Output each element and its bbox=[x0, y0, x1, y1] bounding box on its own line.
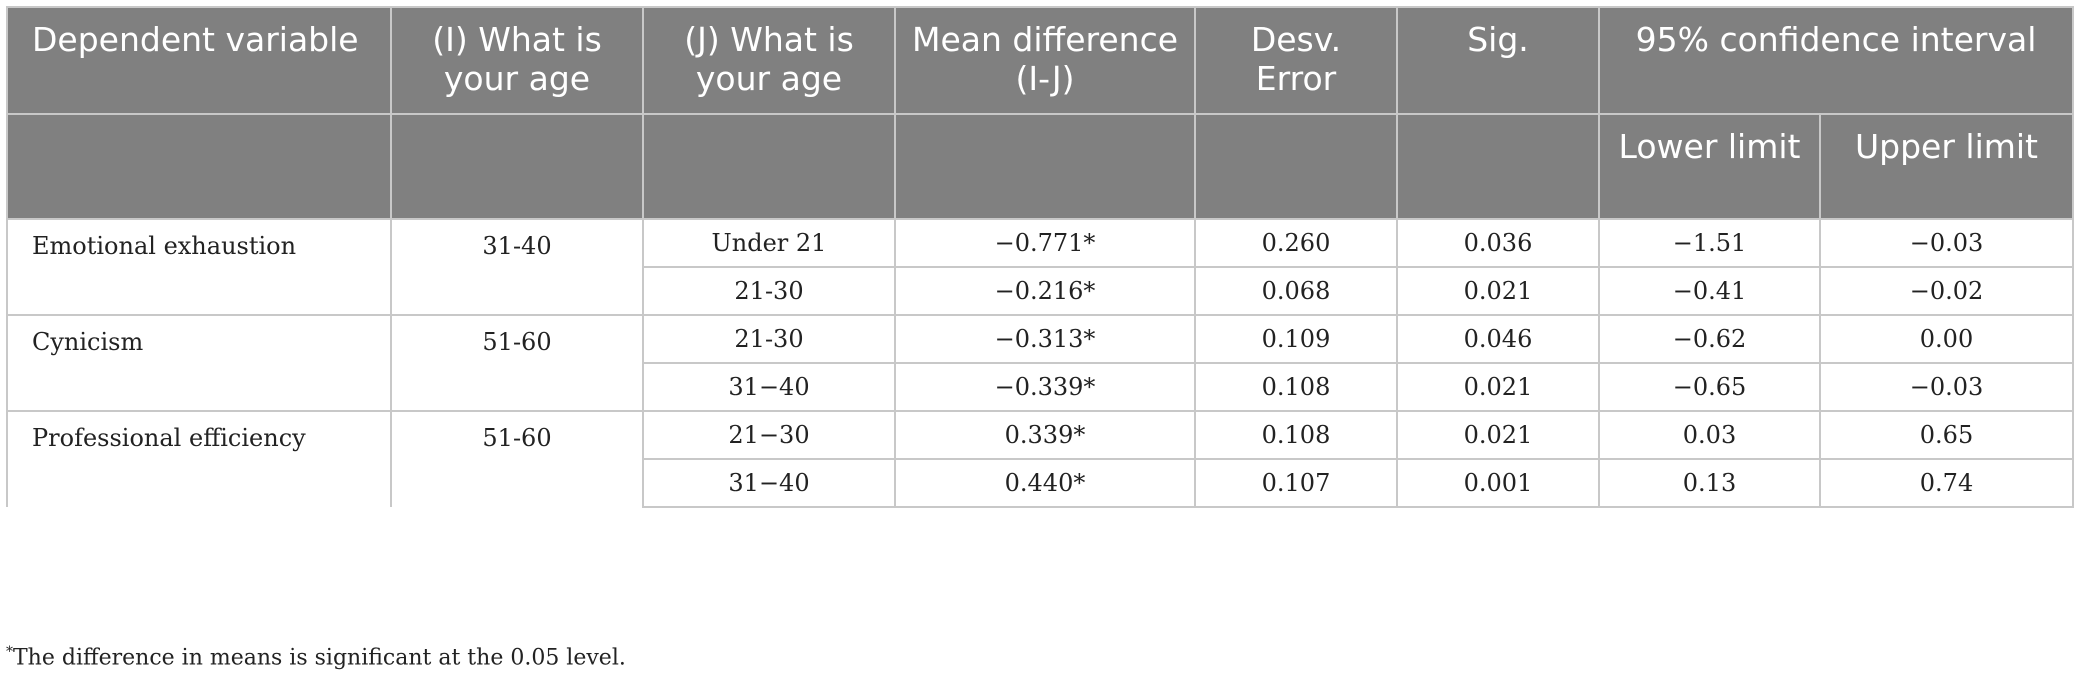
j-age-cell: 21-30 bbox=[642, 314, 896, 363]
mean-difference-cell: −0.339* bbox=[894, 362, 1196, 411]
header-dependent-variable: Dependent variable bbox=[6, 6, 392, 115]
upper-limit-cell: −0.03 bbox=[1818, 362, 2075, 411]
table-row: Professional efficiency 51-60 21−30 0.33… bbox=[6, 410, 2075, 507]
footnote-text: The difference in means is significant a… bbox=[13, 645, 626, 671]
std-error-cell: 0.108 bbox=[1194, 410, 1398, 459]
lower-limit-cell: 0.03 bbox=[1598, 410, 1821, 459]
j-age-cell: 21-30 bbox=[642, 266, 896, 315]
mean-difference-cell: −0.771* bbox=[894, 218, 1196, 267]
header-i-age: (I) What is your age bbox=[390, 6, 644, 115]
footnote-marker: * bbox=[6, 644, 13, 660]
mean-difference-cell: −0.216* bbox=[894, 266, 1196, 315]
upper-limit-cell: −0.03 bbox=[1818, 218, 2075, 267]
upper-limit-cell: 0.74 bbox=[1818, 458, 2075, 508]
header-confidence-interval: 95% confidence interval bbox=[1597, 6, 2075, 115]
lower-limit-cell: 0.13 bbox=[1598, 458, 1821, 508]
sig-cell: 0.046 bbox=[1396, 314, 1600, 363]
mean-difference-cell: 0.440* bbox=[894, 458, 1196, 508]
header-blank bbox=[894, 113, 1196, 220]
header-blank bbox=[1194, 113, 1398, 220]
std-error-cell: 0.068 bbox=[1194, 266, 1398, 315]
std-error-cell: 0.107 bbox=[1194, 458, 1398, 508]
std-error-cell: 0.260 bbox=[1194, 218, 1398, 267]
sig-cell: 0.021 bbox=[1396, 266, 1600, 315]
mean-difference-cell: 0.339* bbox=[894, 410, 1196, 459]
dependent-variable-cell: Cynicism bbox=[6, 314, 392, 411]
i-age-cell: 31-40 bbox=[390, 218, 644, 315]
upper-limit-cell: −0.02 bbox=[1818, 266, 2075, 315]
header-j-age: (J) What is your age bbox=[642, 6, 896, 115]
j-age-cell: Under 21 bbox=[642, 218, 896, 267]
header-blank bbox=[6, 113, 392, 220]
header-blank bbox=[1396, 113, 1600, 220]
i-age-cell: 51-60 bbox=[390, 410, 644, 507]
i-age-cell: 51-60 bbox=[390, 314, 644, 411]
upper-limit-cell: 0.65 bbox=[1818, 410, 2075, 459]
sig-cell: 0.021 bbox=[1396, 410, 1600, 459]
std-error-cell: 0.109 bbox=[1194, 314, 1398, 363]
table-footnote: *The difference in means is significant … bbox=[6, 644, 626, 670]
std-error-cell: 0.108 bbox=[1194, 362, 1398, 411]
upper-limit-cell: 0.00 bbox=[1818, 314, 2075, 363]
header-upper-limit: Upper limit bbox=[1818, 113, 2075, 220]
post-hoc-table: Dependent variable (I) What is your age … bbox=[6, 6, 2075, 508]
j-age-cell: 31−40 bbox=[642, 362, 896, 411]
table-row: Emotional exhaustion 31-40 Under 21 −0.7… bbox=[6, 218, 2075, 315]
sig-cell: 0.036 bbox=[1396, 218, 1600, 267]
header-mean-difference: Mean difference (I-J) bbox=[894, 6, 1196, 115]
dependent-variable-cell: Emotional exhaustion bbox=[6, 218, 392, 315]
dependent-variable-cell: Professional efficiency bbox=[6, 410, 392, 507]
table-row: 31−40 0.440* 0.107 0.001 0.13 0.74 bbox=[7, 458, 2075, 508]
lower-limit-cell: −0.65 bbox=[1598, 362, 1821, 411]
sig-cell: 0.021 bbox=[1396, 362, 1600, 411]
header-blank bbox=[642, 113, 896, 220]
header-std-error: Desv. Error bbox=[1194, 6, 1398, 115]
j-age-cell: 31−40 bbox=[642, 458, 896, 508]
j-age-cell: 21−30 bbox=[642, 410, 896, 459]
lower-limit-cell: −0.41 bbox=[1598, 266, 1821, 315]
table-row: 21-30 −0.216* 0.068 0.021 −0.41 −0.02 bbox=[7, 266, 2075, 315]
table-row: Cynicism 51-60 21-30 −0.313* 0.109 0.046… bbox=[6, 314, 2075, 411]
header-sig: Sig. bbox=[1396, 6, 1600, 115]
header-blank bbox=[390, 113, 644, 220]
sig-cell: 0.001 bbox=[1396, 458, 1600, 508]
lower-limit-cell: −1.51 bbox=[1598, 218, 1821, 267]
table-row: 31−40 −0.339* 0.108 0.021 −0.65 −0.03 bbox=[7, 362, 2075, 411]
lower-limit-cell: −0.62 bbox=[1598, 314, 1821, 363]
header-lower-limit: Lower limit bbox=[1598, 113, 1821, 220]
mean-difference-cell: −0.313* bbox=[894, 314, 1196, 363]
post-hoc-table-container: Dependent variable (I) What is your age … bbox=[6, 6, 2075, 508]
